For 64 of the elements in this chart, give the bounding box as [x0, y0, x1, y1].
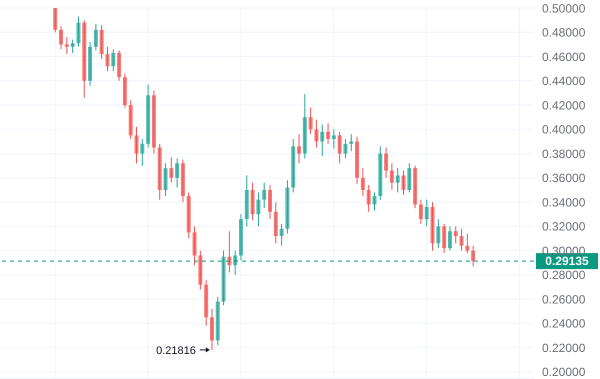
candlestick [366, 184, 371, 212]
y-tick-label: 0.38000 [542, 146, 586, 161]
y-tick-label: 0.32000 [542, 220, 586, 234]
y-tick-label: 0.26000 [542, 292, 586, 306]
candlestick [210, 308, 214, 350]
candlestick [465, 233, 470, 254]
y-tick-label: 0.48000 [542, 26, 586, 40]
candlestick [326, 122, 330, 144]
candlestick [460, 228, 464, 252]
candlestick [175, 158, 180, 188]
candlestick [343, 138, 348, 159]
y-tick-label: 0.46000 [542, 50, 586, 64]
y-tick-label: 0.28000 [542, 268, 586, 282]
candlestick [402, 170, 406, 196]
candlestick [227, 230, 232, 273]
candlestick [111, 48, 116, 72]
candlestick [471, 245, 476, 267]
y-tick-label: 0.20000 [542, 365, 586, 379]
candlestick [262, 182, 266, 209]
y-tick-label: 0.40000 [542, 122, 586, 137]
candlestick [372, 192, 376, 212]
candlestick [314, 119, 318, 148]
ref-line-label: 0.29135 [545, 254, 590, 268]
candlestick [454, 226, 458, 244]
candlestick [233, 250, 238, 276]
candlestick [94, 23, 98, 51]
candlestick [442, 223, 446, 254]
candlestick [134, 126, 138, 164]
candlestick [407, 162, 412, 193]
candlestick [297, 134, 302, 164]
candlestick [320, 124, 324, 156]
candlestick [256, 192, 260, 227]
candlestick [418, 199, 423, 224]
candlestick [140, 138, 144, 166]
candlestick [384, 147, 388, 178]
candlestick [59, 26, 64, 50]
y-tick-label: 0.44000 [542, 74, 586, 88]
candlestick [436, 218, 440, 249]
candlestick [280, 223, 284, 246]
candlestick [390, 162, 394, 190]
candlestick [169, 156, 174, 184]
y-tick-label: 0.24000 [542, 316, 586, 331]
candlestick [64, 36, 69, 55]
candlestick [268, 184, 272, 220]
candlestick [76, 16, 80, 48]
candlestick [360, 168, 365, 197]
candlestick [448, 226, 452, 252]
candlestick [349, 134, 354, 152]
y-tick-label: 0.22000 [542, 340, 586, 355]
candlestick [424, 199, 429, 227]
candlestick [192, 226, 197, 266]
annotation: 0.21816 [156, 344, 196, 357]
candlestick [53, 8, 58, 33]
candlestick [70, 39, 75, 54]
y-tick-label: 0.42000 [542, 98, 586, 112]
candlestick [308, 106, 313, 135]
candlestick [332, 128, 336, 150]
candlestick [338, 131, 342, 164]
candlestick [396, 168, 400, 193]
y-tick-label: 0.34000 [542, 195, 586, 210]
y-tick-label: 0.36000 [542, 171, 586, 186]
candlestick [164, 162, 168, 197]
y-tick-label: 0.50000 [542, 1, 586, 16]
candlestick [105, 46, 110, 72]
